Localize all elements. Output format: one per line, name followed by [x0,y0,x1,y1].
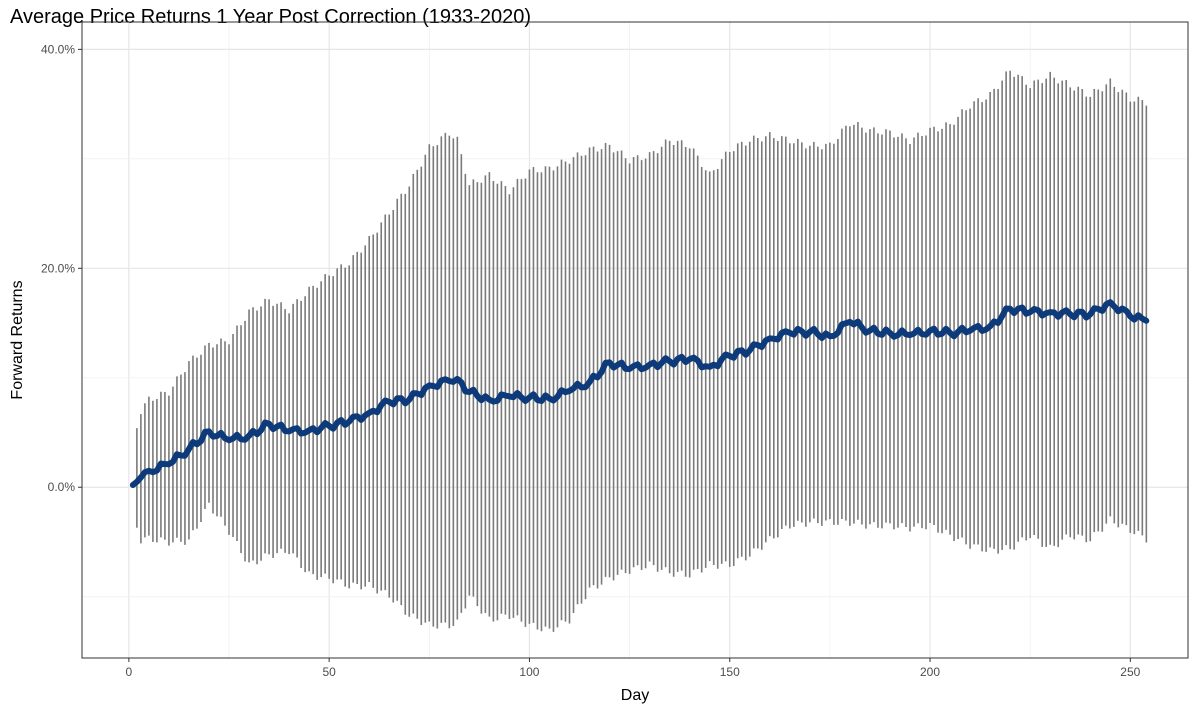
x-axis-label: Day [621,687,649,704]
y-tick-label: 40.0% [41,42,75,56]
y-tick-label: 20.0% [41,261,75,275]
x-tick-label: 200 [920,665,940,679]
x-tick-label: 150 [720,665,740,679]
y-axis-label: Forward Returns [9,280,26,399]
error-bars [136,70,1148,632]
x-tick-label: 50 [322,665,336,679]
axis-ticks: 0 50 100 150 200 250 0.0% 20.0% 40.0% [41,42,1141,679]
mean-line [129,299,1150,488]
y-tick-label: 0.0% [48,480,76,494]
panel-border [81,21,1189,659]
x-tick-label: 250 [1120,665,1140,679]
x-tick-label: 100 [519,665,539,679]
x-tick-label: 0 [126,665,133,679]
